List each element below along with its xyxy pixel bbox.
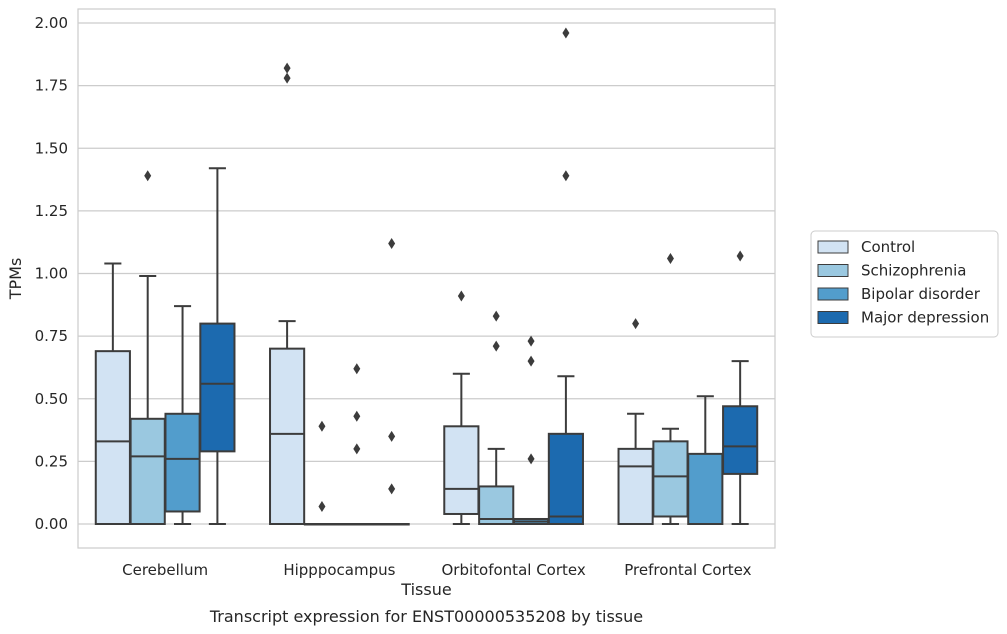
box-iqr xyxy=(687,452,724,525)
x-tick-label: Cerebellum xyxy=(122,561,208,579)
box-iqr xyxy=(617,447,654,526)
x-axis-label: Tissue xyxy=(400,580,451,599)
outlier-point xyxy=(492,340,500,352)
outlier-point xyxy=(666,252,674,264)
x-tick-label: Hipppocampus xyxy=(283,561,395,579)
legend-swatch xyxy=(817,287,849,301)
outlier-point xyxy=(144,170,152,182)
box-2-0 xyxy=(443,290,480,525)
legend-label: Bipolar disorder xyxy=(861,285,981,303)
box-2-3 xyxy=(547,27,584,526)
box-0-2 xyxy=(164,305,201,525)
box-iqr xyxy=(269,347,306,525)
outlier-point xyxy=(388,430,396,442)
y-tick-label: 0.00 xyxy=(35,515,68,533)
outlier-point xyxy=(457,290,465,302)
y-axis-ticks: 0.00 0.25 0.50 0.75 1.00 1.25 1.50 1.75 2.00 xyxy=(35,14,68,533)
box-1-3 xyxy=(373,237,410,526)
y-tick-label: 0.75 xyxy=(35,327,68,345)
box-0-1 xyxy=(129,170,166,526)
box-3-3 xyxy=(722,250,759,525)
legend-frame xyxy=(810,230,999,338)
outlier-point xyxy=(492,310,500,322)
chart-caption: Transcript expression for ENST0000053520… xyxy=(209,607,643,626)
y-tick-label: 1.00 xyxy=(35,265,68,283)
y-tick-label: 1.75 xyxy=(35,77,68,95)
x-tick-label: Orbitofontal Cortex xyxy=(442,561,586,579)
outlier-point xyxy=(632,318,640,330)
y-tick-label: 2.00 xyxy=(35,14,68,32)
x-axis-ticks: Cerebellum Hipppocampus Orbitofontal Corte… xyxy=(122,561,751,579)
y-tick-label: 1.50 xyxy=(35,139,68,157)
legend: Control Schizophrenia Bipolar disorder Majo… xyxy=(810,230,999,338)
box-1-1 xyxy=(303,420,341,526)
outlier-point xyxy=(353,410,361,422)
legend-item: Schizophrenia xyxy=(817,262,966,280)
legend-item: Major depression xyxy=(817,309,989,327)
legend-label: Schizophrenia xyxy=(861,262,966,280)
outlier-point xyxy=(283,62,291,74)
outlier-point xyxy=(388,483,396,495)
outlier-point xyxy=(527,335,535,347)
y-tick-label: 0.50 xyxy=(35,390,68,408)
box-2-1 xyxy=(478,310,515,525)
outlier-point xyxy=(736,250,744,262)
box-1-0 xyxy=(269,62,306,525)
legend-item: Bipolar disorder xyxy=(817,285,981,303)
box-iqr xyxy=(94,350,131,525)
box-iqr xyxy=(652,440,689,518)
legend-swatch xyxy=(817,311,849,324)
box-plot-area xyxy=(94,27,759,526)
box-iqr xyxy=(443,425,480,515)
legend-label: Control xyxy=(861,238,915,256)
outlier-point xyxy=(388,237,396,249)
legend-item: Control xyxy=(817,238,915,256)
box-iqr xyxy=(478,485,515,525)
box-iqr xyxy=(547,432,584,526)
outlier-point xyxy=(318,500,326,512)
legend-label: Major depression xyxy=(861,309,989,327)
outlier-point xyxy=(318,420,326,432)
box-iqr xyxy=(164,412,201,513)
outlier-point xyxy=(527,355,535,367)
outlier-point xyxy=(562,27,570,39)
box-1-2 xyxy=(338,363,375,526)
outlier-point xyxy=(353,363,361,375)
legend-swatch xyxy=(817,240,849,254)
outlier-point xyxy=(527,453,535,465)
box-iqr xyxy=(199,322,236,453)
box-iqr xyxy=(129,417,166,526)
box-0-0 xyxy=(94,262,131,525)
plot-frame xyxy=(77,8,776,549)
legend-swatch xyxy=(817,264,849,277)
outlier-point xyxy=(353,443,361,455)
x-tick-label: Prefrontal Cortex xyxy=(624,561,751,579)
outlier-point xyxy=(562,170,570,182)
outlier-point xyxy=(283,72,291,84)
box-2-2 xyxy=(512,335,550,525)
box-iqr xyxy=(722,405,759,475)
box-0-3 xyxy=(199,167,236,525)
y-tick-label: 1.25 xyxy=(35,202,68,220)
y-axis-label: TPMs xyxy=(6,258,25,301)
y-tick-label: 0.25 xyxy=(35,452,68,470)
box-3-1 xyxy=(652,252,689,525)
box-3-0 xyxy=(617,318,654,526)
box-3-2 xyxy=(687,395,724,525)
